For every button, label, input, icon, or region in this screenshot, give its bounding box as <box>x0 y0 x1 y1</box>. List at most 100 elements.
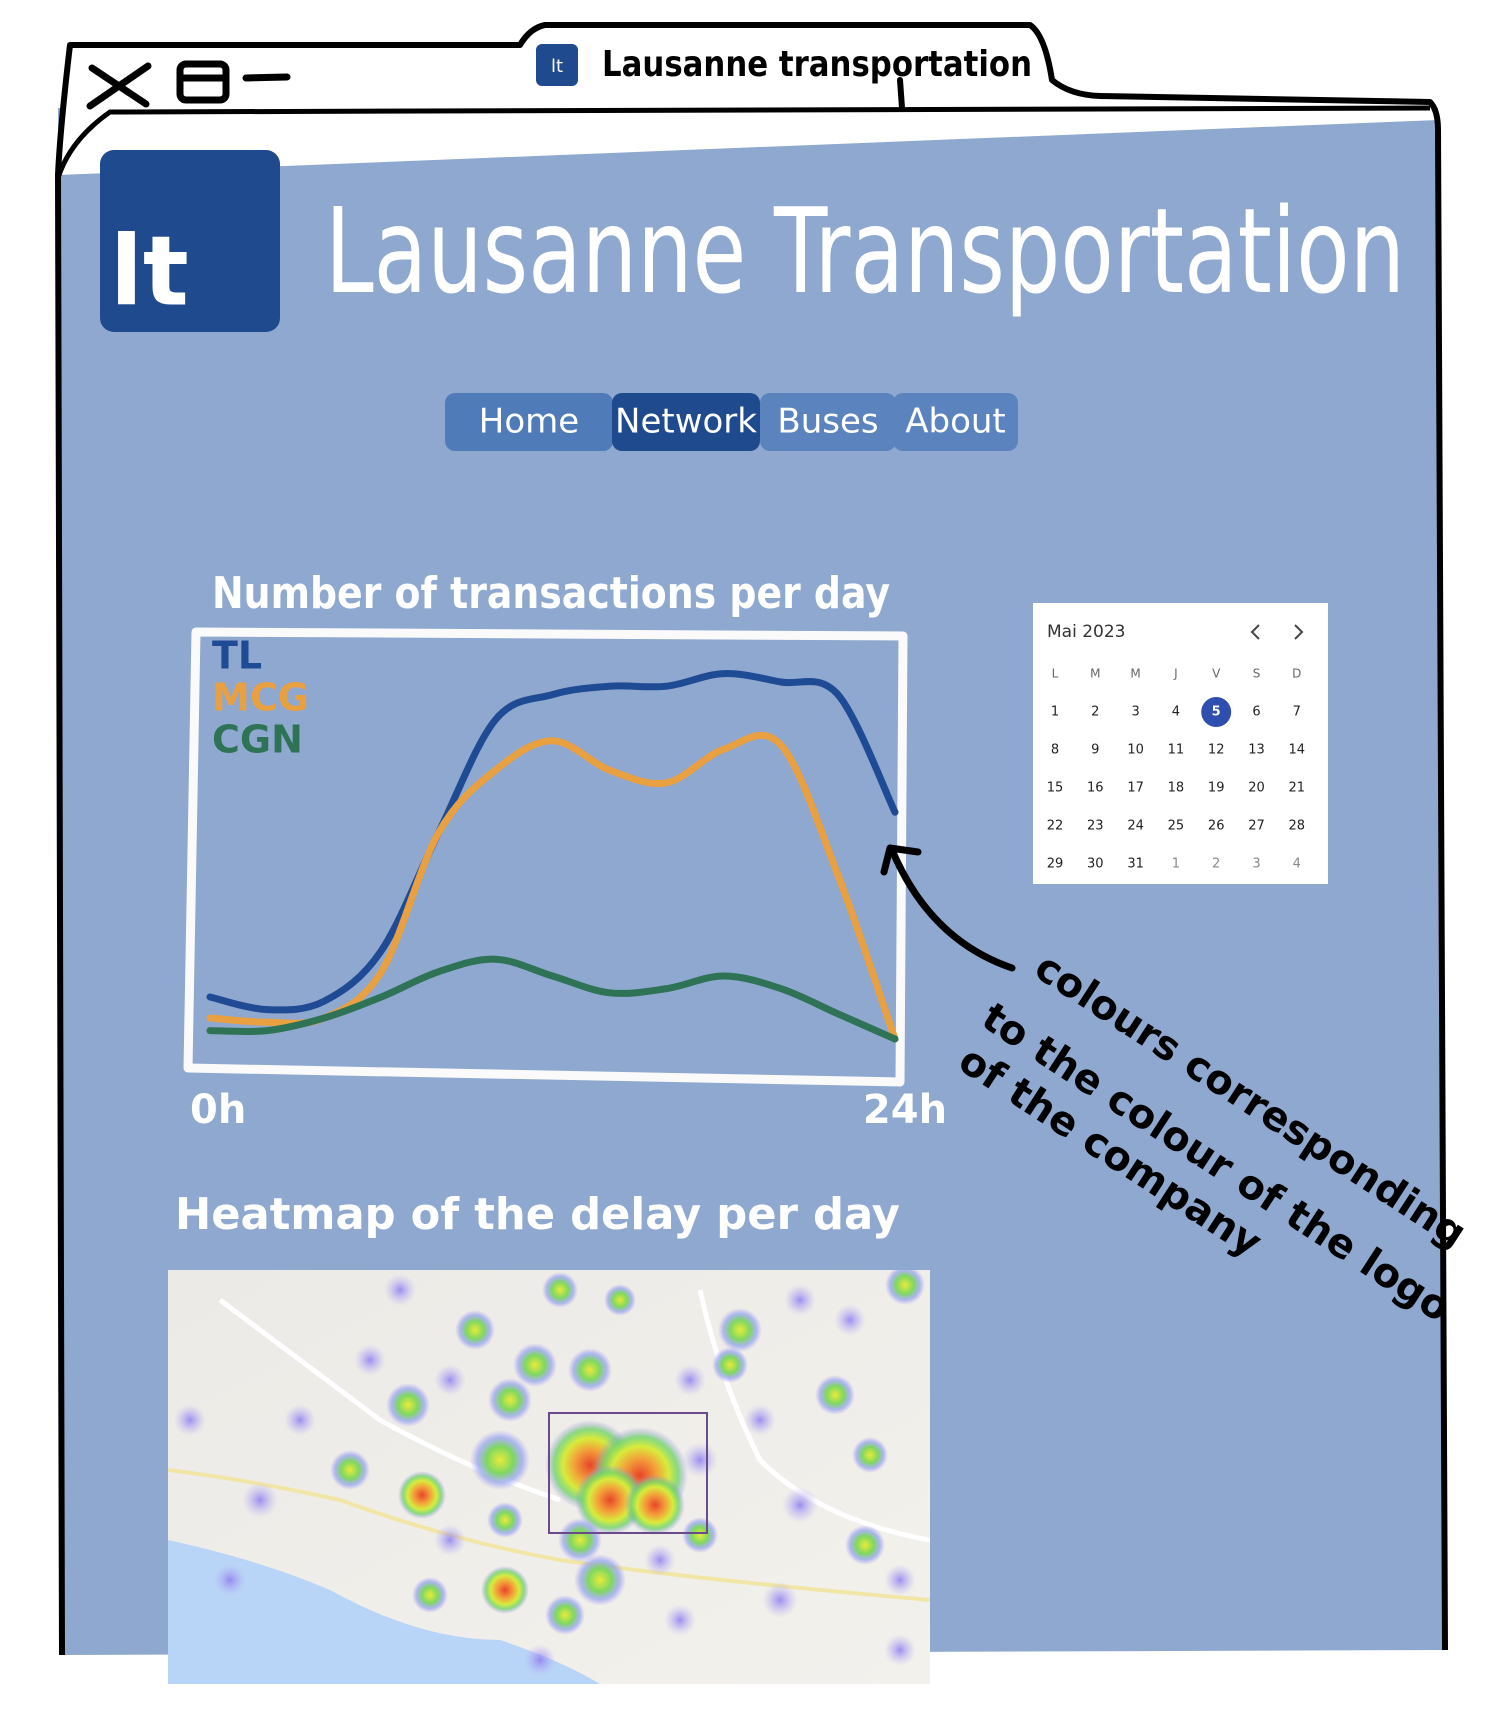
calendar-day[interactable]: 10 <box>1127 743 1144 758</box>
calendar-day[interactable]: 15 <box>1047 781 1064 796</box>
calendar-day[interactable]: 1 <box>1172 857 1180 872</box>
legend-label: TL <box>212 634 262 678</box>
heat-spot <box>784 1284 816 1316</box>
nav-label[interactable]: Network <box>615 402 757 442</box>
calendar-day[interactable]: 4 <box>1172 705 1180 720</box>
calendar-day[interactable]: 12 <box>1208 743 1225 758</box>
calendar-day[interactable]: 3 <box>1131 705 1139 720</box>
window-controls[interactable] <box>86 60 291 110</box>
nav-button[interactable] <box>893 393 1018 451</box>
calendar-day[interactable]: 28 <box>1289 819 1306 834</box>
calendar-day[interactable]: 8 <box>1051 743 1059 758</box>
calendar-day[interactable]: 31 <box>1127 857 1144 872</box>
nav-button[interactable] <box>612 393 760 451</box>
calendar-day[interactable]: 7 <box>1293 705 1301 720</box>
map-road <box>697 1289 930 1543</box>
heat-spot <box>488 1378 532 1422</box>
next-month-button[interactable] <box>1294 624 1304 640</box>
calendar-day[interactable]: 30 <box>1087 857 1104 872</box>
calendar-day[interactable]: 13 <box>1248 743 1265 758</box>
heat-spot <box>354 1344 386 1376</box>
heat-spot <box>718 1308 762 1352</box>
minimize-button[interactable] <box>242 73 291 82</box>
weekday-label: V <box>1212 667 1221 681</box>
heat-spot <box>524 1644 556 1676</box>
weekday-label: M <box>1090 667 1100 681</box>
nav-label[interactable]: Home <box>479 402 579 442</box>
calendar-day[interactable]: 24 <box>1127 819 1144 834</box>
calendar <box>1033 603 1328 884</box>
nav-label[interactable]: Buses <box>777 402 878 442</box>
nav-label[interactable]: About <box>905 402 1006 442</box>
close-button[interactable] <box>86 62 152 110</box>
calendar-day[interactable]: 25 <box>1168 819 1185 834</box>
heat-spot <box>398 1471 446 1519</box>
tab-title[interactable]: Lausanne transportation <box>602 44 1032 85</box>
calendar-day[interactable]: 19 <box>1208 781 1225 796</box>
logo[interactable] <box>100 150 280 332</box>
calendar-day[interactable]: 4 <box>1293 857 1301 872</box>
calendar-day[interactable]: 29 <box>1047 857 1064 872</box>
heat-spot <box>682 1517 718 1553</box>
title-bar <box>58 25 1438 175</box>
calendar-day[interactable]: 5 <box>1212 705 1221 720</box>
heat-spot <box>487 1502 523 1538</box>
calendar-day[interactable]: 22 <box>1047 819 1064 834</box>
calendar-day[interactable]: 18 <box>1168 781 1185 796</box>
maximize-button[interactable] <box>176 60 230 104</box>
heat-spot <box>885 1270 925 1305</box>
heat-spot <box>712 1347 748 1383</box>
heat-spot <box>575 1465 645 1535</box>
weekday-label: L <box>1052 667 1059 681</box>
calendar-day[interactable]: 17 <box>1127 781 1144 796</box>
weekday-label: M <box>1130 667 1140 681</box>
calendar-day[interactable]: 1 <box>1051 705 1059 720</box>
navigation: Home Network Buses About <box>445 393 1018 451</box>
map-selection[interactable] <box>548 1412 708 1534</box>
calendar-day[interactable]: 2 <box>1212 857 1220 872</box>
map-lake <box>168 1540 600 1684</box>
nav-button[interactable] <box>445 393 613 451</box>
heat-spot <box>815 1375 855 1415</box>
series-line <box>206 955 899 1043</box>
calendar-day[interactable]: 27 <box>1248 819 1265 834</box>
heat-spot <box>242 1482 278 1518</box>
x-tick-label: 24h <box>863 1087 947 1133</box>
heat-spot <box>782 1487 818 1523</box>
calendar-day[interactable]: 14 <box>1289 743 1306 758</box>
heat-spot <box>884 1564 916 1596</box>
x-tick-label: 0h <box>190 1087 246 1133</box>
site-title: Lausanne Transportation <box>325 182 1405 320</box>
calendar-day[interactable]: 6 <box>1252 705 1260 720</box>
calendar-day[interactable]: 23 <box>1087 819 1104 834</box>
heat-spot <box>762 1582 798 1618</box>
calendar-day[interactable]: 11 <box>1168 743 1185 758</box>
heat-spot <box>664 1604 696 1636</box>
calendar-day[interactable]: 16 <box>1087 781 1104 796</box>
calendar-day[interactable]: 2 <box>1091 705 1099 720</box>
chart-title: Number of transactions per day <box>212 568 890 619</box>
legend-label: MCG <box>212 676 309 720</box>
heat-spot <box>568 1348 612 1392</box>
calendar-day[interactable]: 3 <box>1252 857 1260 872</box>
heat-spot <box>644 1544 676 1576</box>
weekday-label: J <box>1173 667 1178 681</box>
heat-spot <box>214 1564 246 1596</box>
calendar-day[interactable]: 26 <box>1208 819 1225 834</box>
calendar-day[interactable]: 21 <box>1289 781 1306 796</box>
calendar-day[interactable]: 9 <box>1091 743 1099 758</box>
heatmap[interactable] <box>168 1265 930 1684</box>
heatmap-title: Heatmap of the delay per day <box>175 1189 900 1240</box>
nav-button[interactable] <box>760 393 896 451</box>
heat-spot <box>384 1274 416 1306</box>
tab-icon <box>536 44 578 86</box>
previous-month-button[interactable] <box>1250 624 1260 640</box>
heat-spot <box>386 1383 430 1427</box>
calendar-day[interactable]: 20 <box>1248 781 1265 796</box>
annotation-arrow <box>888 846 1016 972</box>
window-frame <box>55 22 1448 1656</box>
heat-spot <box>574 1554 626 1606</box>
